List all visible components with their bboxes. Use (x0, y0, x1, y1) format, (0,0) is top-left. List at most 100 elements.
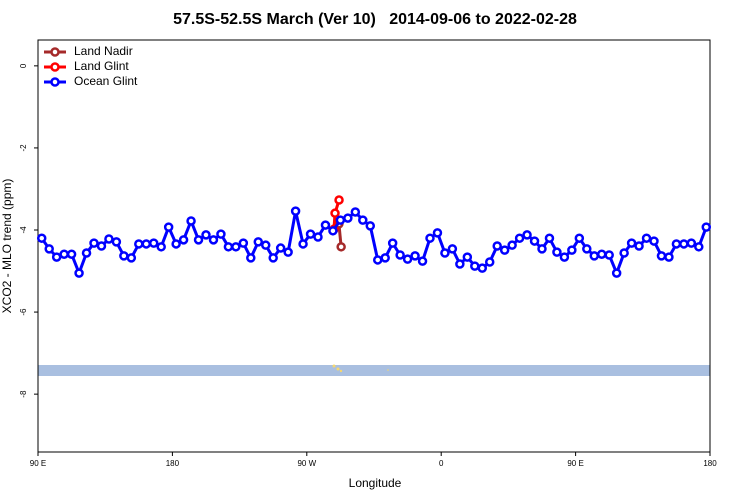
data-point (335, 215, 346, 225)
data-point (343, 213, 353, 223)
data-point (634, 241, 644, 251)
data-point (686, 238, 697, 248)
y-tick-label: -8 (19, 390, 28, 398)
data-point (320, 220, 331, 230)
data-point (417, 256, 428, 266)
data-point (246, 253, 256, 263)
data-point (96, 241, 107, 251)
data-point (574, 233, 585, 243)
data-point (268, 253, 278, 263)
map-strip (38, 365, 710, 376)
data-point (44, 244, 54, 254)
data-point (656, 251, 667, 261)
map-land (336, 367, 340, 371)
data-point (365, 221, 376, 231)
data-point (223, 242, 234, 252)
legend-label: Land Glint (74, 59, 129, 73)
x-tick-label: 90 W (297, 459, 316, 468)
data-point (664, 252, 674, 262)
data-point (141, 239, 152, 249)
data-point (679, 239, 689, 249)
data-point (290, 206, 301, 216)
x-tick-label: 180 (166, 459, 180, 468)
data-point (499, 245, 510, 255)
data-point (336, 242, 346, 252)
data-point (611, 268, 622, 278)
data-point (641, 233, 652, 243)
y-tick-label: -4 (19, 226, 28, 234)
map-land (339, 369, 343, 373)
y-axis-label: XCO2 - MLO trend (ppm) (0, 179, 14, 314)
data-point (537, 244, 547, 254)
data-point (470, 261, 480, 271)
data-point (477, 263, 488, 273)
data-point (462, 252, 473, 262)
data-point (253, 237, 264, 247)
data-point (671, 239, 682, 249)
data-point (522, 230, 532, 240)
data-point (305, 229, 316, 239)
data-point (582, 244, 592, 254)
data-point (380, 253, 390, 263)
legend-label: Ocean Glint (74, 74, 138, 88)
data-point (148, 238, 159, 248)
data-point (455, 259, 465, 269)
data-point (81, 248, 92, 258)
data-point (171, 239, 181, 249)
data-point (350, 207, 361, 217)
chart-title: 57.5S-52.5S March (Ver 10) 2014-09-06 to… (173, 11, 577, 28)
x-axis-label: Longitude (349, 476, 402, 490)
data-point (395, 250, 405, 260)
data-point (283, 247, 293, 257)
data-point (440, 248, 450, 258)
y-tick-label: 0 (19, 63, 28, 68)
data-point (701, 222, 712, 232)
data-point (111, 237, 122, 247)
data-point (567, 245, 577, 255)
data-point (529, 236, 540, 246)
data-point (51, 252, 62, 262)
data-point (694, 242, 704, 252)
data-point (387, 238, 398, 248)
map-land (387, 369, 389, 371)
data-point (619, 248, 629, 258)
data-point (596, 249, 607, 259)
data-point (275, 243, 286, 253)
data-point (447, 244, 458, 254)
x-tick-label: 90 E (567, 459, 583, 468)
data-point (104, 234, 114, 244)
legend-marker (50, 47, 60, 57)
data-point (559, 252, 570, 262)
data-point (126, 253, 137, 263)
x-tick-label: 0 (439, 459, 444, 468)
data-point (201, 230, 211, 240)
legend-label: Land Nadir (74, 44, 133, 58)
data-point (604, 250, 614, 260)
data-point (298, 239, 308, 249)
data-point (119, 251, 129, 261)
data-point (425, 233, 435, 243)
data-point (89, 238, 99, 248)
data-point (507, 240, 517, 250)
data-point (358, 215, 368, 225)
data-point (514, 233, 525, 243)
data-point (484, 257, 495, 267)
data-point (544, 233, 555, 243)
y-tick-label: -6 (19, 308, 28, 316)
data-point (649, 236, 659, 246)
data-point (432, 228, 443, 238)
legend-marker (50, 62, 60, 72)
data-point (410, 251, 420, 261)
data-point (178, 235, 189, 245)
data-point (372, 255, 383, 265)
data-point (36, 233, 47, 243)
data-point (626, 238, 637, 248)
data-point (238, 238, 249, 248)
data-point (589, 251, 600, 261)
data-point (59, 249, 69, 259)
data-point (66, 249, 77, 259)
data-point (313, 232, 323, 242)
x-tick-label: 180 (703, 459, 717, 468)
data-point (334, 195, 344, 205)
